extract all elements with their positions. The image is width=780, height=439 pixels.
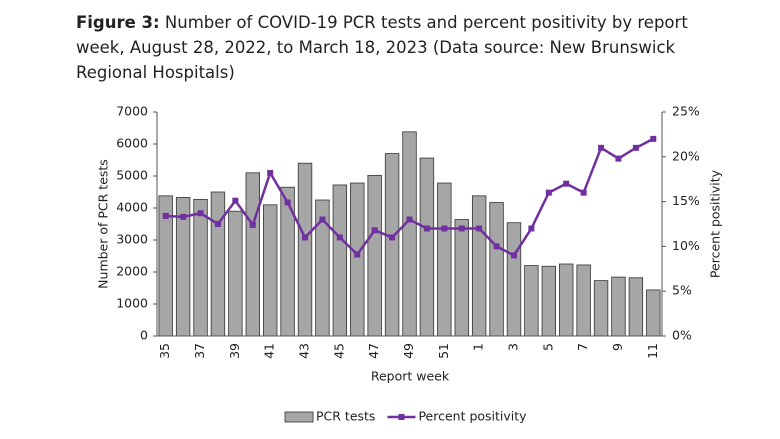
- y2-tick-label: 15%: [672, 193, 700, 208]
- marker: [441, 225, 448, 232]
- marker: [336, 234, 343, 241]
- title-label: Figure 3:: [76, 13, 160, 32]
- marker: [476, 225, 483, 232]
- marker: [232, 197, 239, 204]
- bar: [332, 184, 348, 337]
- bar: [210, 191, 226, 337]
- bar: [297, 162, 313, 337]
- marker: [563, 180, 570, 187]
- bar: [454, 219, 469, 337]
- y2-tick-label: 0%: [672, 328, 692, 343]
- marker: [389, 234, 396, 241]
- y-tick-label: 1000: [116, 296, 148, 311]
- x-tick-label: 3: [505, 343, 520, 351]
- x-tick-label: 7: [575, 343, 590, 351]
- y2-axis-title: Percent positivity: [708, 169, 723, 278]
- marker: [284, 199, 291, 206]
- y-tick-label: 7000: [116, 104, 148, 119]
- y2-tick-label: 20%: [672, 148, 700, 163]
- bar: [228, 210, 243, 337]
- x-tick-label: 39: [227, 343, 242, 359]
- bar: [506, 222, 522, 337]
- y-axis-title: Number of PCR tests: [96, 159, 111, 289]
- chart-title: Number of COVID-19 PCR tests and percent…: [76, 13, 688, 82]
- bar: [262, 204, 278, 337]
- marker: [162, 212, 169, 219]
- marker: [528, 225, 535, 232]
- marker: [406, 216, 413, 223]
- marker: [510, 252, 517, 259]
- marker: [302, 234, 309, 241]
- marker: [458, 225, 465, 232]
- x-tick-label: 51: [436, 343, 451, 359]
- x-tick-label: 45: [331, 343, 346, 359]
- legend-label: Percent positivity: [418, 409, 527, 424]
- marker: [423, 225, 430, 232]
- y-tick-label: 6000: [116, 136, 148, 151]
- bar: [402, 131, 417, 337]
- bar: [193, 198, 208, 337]
- marker: [580, 189, 587, 196]
- y2-tick-label: 5%: [672, 283, 692, 298]
- marker: [249, 221, 256, 228]
- y-tick-label: 5000: [116, 168, 148, 183]
- marker: [493, 243, 500, 250]
- bar: [419, 157, 435, 337]
- marker: [354, 251, 361, 258]
- marker: [214, 221, 221, 227]
- x-tick-label: 43: [297, 343, 312, 359]
- bar: [489, 202, 504, 337]
- legend-swatch: [284, 411, 314, 423]
- bar: [384, 153, 400, 337]
- y2-tick-label: 25%: [672, 104, 700, 119]
- x-tick-label: 49: [401, 343, 416, 359]
- x-tick-label: 9: [610, 343, 625, 351]
- bar: [593, 280, 609, 337]
- bar: [576, 264, 591, 337]
- x-tick-label: 11: [645, 343, 660, 359]
- marker: [545, 189, 552, 196]
- bar: [646, 289, 661, 337]
- bar: [367, 174, 382, 337]
- y-tick-label: 3000: [116, 232, 148, 247]
- bar: [350, 182, 365, 337]
- bar: [611, 276, 626, 337]
- marker: [598, 144, 605, 151]
- x-tick-label: 41: [262, 343, 277, 359]
- y-tick-label: 0: [140, 328, 148, 343]
- x-tick-label: 37: [192, 343, 207, 359]
- chart-title-block: Figure 3: Number of COVID-19 PCR tests a…: [76, 10, 716, 85]
- legend-marker: [398, 414, 405, 420]
- legend-label: PCR tests: [316, 409, 375, 424]
- marker: [267, 169, 274, 176]
- bar: [471, 195, 487, 337]
- marker: [615, 155, 622, 162]
- x-tick-label: 1: [471, 343, 486, 351]
- y-tick-label: 2000: [116, 264, 148, 279]
- marker: [371, 227, 378, 234]
- x-axis-title: Report week: [371, 369, 450, 384]
- marker: [197, 210, 204, 217]
- bar: [559, 263, 574, 337]
- x-tick-label: 47: [366, 343, 381, 359]
- marker: [180, 213, 187, 220]
- y-tick-label: 4000: [116, 200, 148, 215]
- bar: [541, 265, 557, 337]
- bar: [245, 172, 260, 337]
- x-tick-label: 35: [157, 343, 172, 359]
- bar: [437, 182, 452, 337]
- marker: [650, 135, 657, 142]
- marker: [319, 216, 326, 223]
- y2-tick-label: 10%: [672, 238, 700, 253]
- x-tick-label: 5: [540, 343, 555, 351]
- bar: [524, 265, 539, 337]
- marker: [632, 144, 639, 151]
- bar: [628, 277, 644, 337]
